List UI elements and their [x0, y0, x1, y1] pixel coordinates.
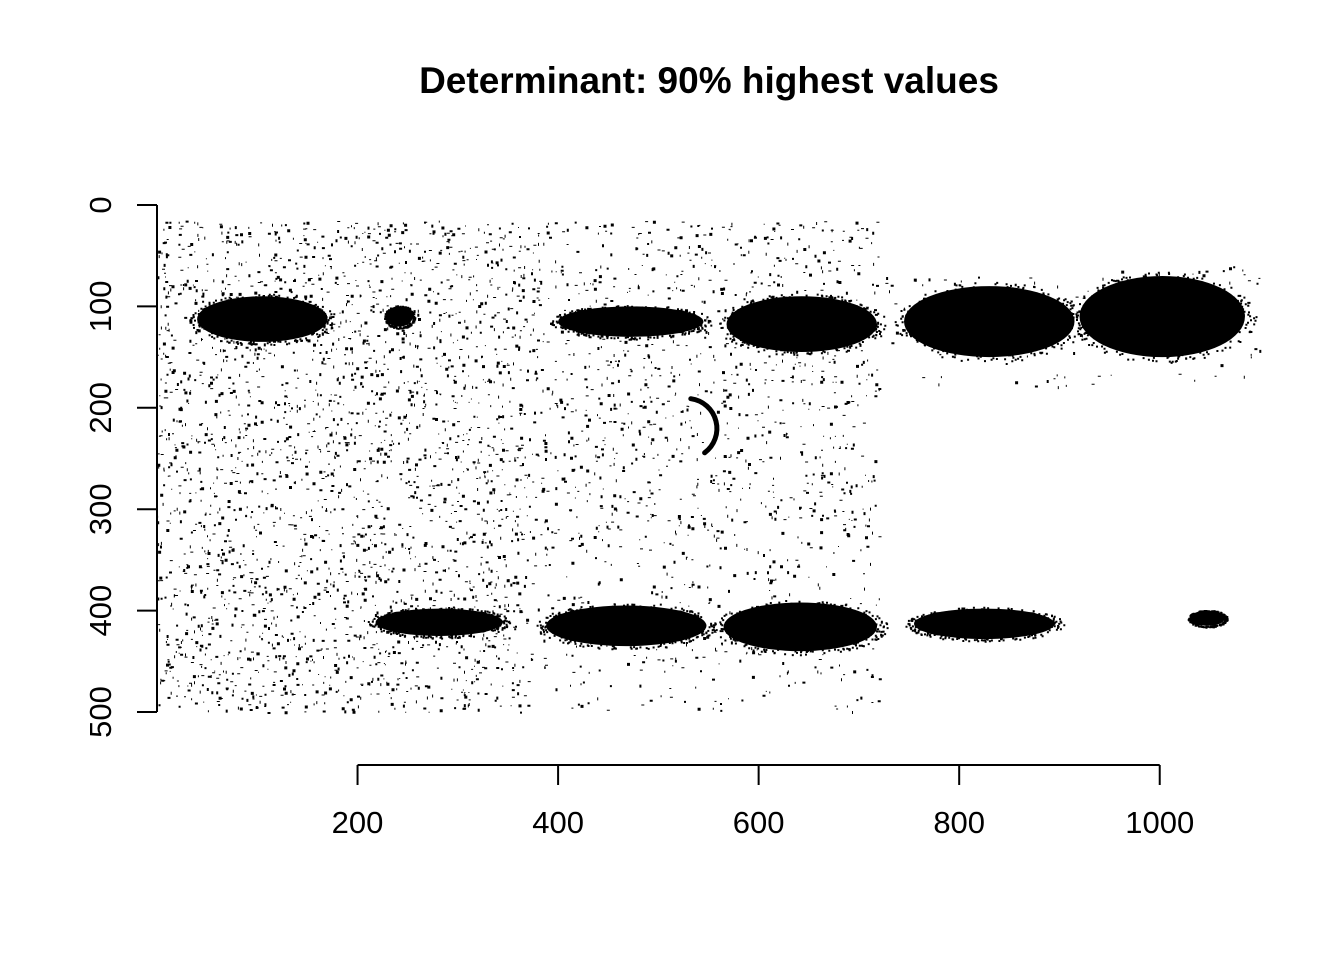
arc-artifact	[688, 396, 720, 456]
x-tick-label: 1000	[1125, 805, 1194, 840]
y-tick-label: 300	[83, 483, 118, 535]
y-tick-label: 200	[83, 382, 118, 434]
speckle-region	[528, 220, 882, 542]
y-tick-label: 0	[83, 196, 118, 213]
band-4	[719, 293, 887, 357]
band-11	[1187, 610, 1229, 629]
x-axis: 200 400 600 800 1000	[332, 764, 1194, 840]
band-3	[550, 305, 713, 341]
x-tick-label: 800	[933, 805, 985, 840]
x-tick-label: 400	[532, 805, 584, 840]
band-7	[367, 607, 512, 640]
band-2	[384, 305, 417, 330]
y-axis: 0 100 200 300 400 500	[83, 196, 158, 738]
band-9	[719, 600, 889, 657]
y-tick-label: 400	[83, 585, 118, 637]
y-tick-label: 100	[83, 281, 118, 333]
heatmap-image	[157, 220, 1262, 715]
chart-title: Determinant: 90% highest values	[419, 60, 999, 101]
y-tick-label: 500	[83, 686, 118, 738]
x-tick-label: 200	[332, 805, 384, 840]
band-8	[536, 603, 718, 651]
speckle-region	[157, 220, 531, 715]
band-6	[1072, 271, 1258, 364]
band-10	[905, 606, 1066, 643]
x-tick-label: 600	[733, 805, 785, 840]
band-5	[894, 281, 1086, 363]
band-1	[189, 293, 336, 346]
